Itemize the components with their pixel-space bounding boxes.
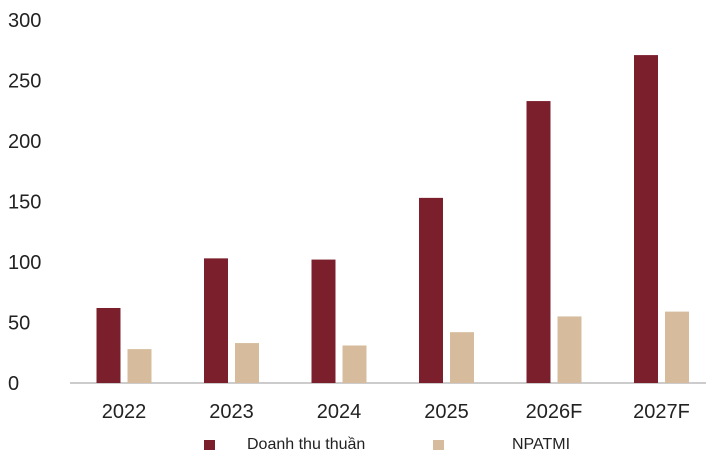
bar-doanh-thu-thuan-2025 bbox=[419, 197, 443, 383]
y-tick-label: 0 bbox=[8, 373, 19, 395]
y-tick-label: 250 bbox=[8, 71, 41, 93]
y-tick-label: 300 bbox=[8, 10, 41, 32]
bar-doanh-thu-thuan-2027f bbox=[634, 55, 658, 384]
legend: Doanh thu thuần NPATMI bbox=[204, 436, 570, 450]
legend-label-npatmi: NPATMI bbox=[512, 436, 570, 450]
legend-label-doanh-thu-thuan: Doanh thu thuần bbox=[247, 436, 365, 450]
x-tick-label: 2023 bbox=[209, 401, 254, 423]
x-tick-label: 2025 bbox=[424, 401, 469, 423]
x-tick-label: 2024 bbox=[317, 401, 362, 423]
x-tick-label: 2022 bbox=[102, 401, 147, 423]
bar-doanh-thu-thuan-2024 bbox=[311, 259, 336, 383]
y-tick-label: 50 bbox=[8, 313, 30, 335]
y-tick-label: 200 bbox=[8, 131, 41, 153]
bar-doanh-thu-thuan-2023 bbox=[204, 258, 228, 383]
bar-npatmi-2026f bbox=[557, 316, 582, 383]
bar-doanh-thu-thuan-2022 bbox=[96, 307, 121, 383]
y-tick-label: 100 bbox=[8, 252, 41, 274]
bars bbox=[96, 55, 689, 384]
bar-doanh-thu-thuan-2026f bbox=[526, 101, 551, 383]
bar-npatmi-2025 bbox=[450, 332, 474, 383]
x-tick-label: 2027F bbox=[633, 401, 690, 423]
legend-swatch-npatmi bbox=[433, 440, 444, 450]
x-axis-tick-labels: 2022 2023 2024 2025 2026F 2027F bbox=[102, 401, 690, 423]
bar-npatmi-2024 bbox=[342, 345, 367, 383]
y-tick-label: 150 bbox=[8, 192, 41, 214]
bar-npatmi-2027f bbox=[665, 311, 689, 383]
bar-npatmi-2022 bbox=[127, 349, 152, 383]
y-axis-tick-labels: 0 50 100 150 200 250 300 bbox=[8, 10, 41, 395]
legend-swatch-doanh-thu-thuan bbox=[204, 440, 215, 450]
bar-npatmi-2023 bbox=[235, 343, 259, 383]
x-tick-label: 2026F bbox=[526, 401, 583, 423]
